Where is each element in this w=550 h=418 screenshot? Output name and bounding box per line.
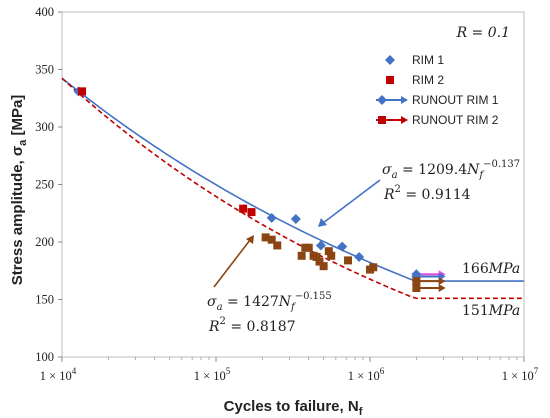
rim2-point — [324, 247, 333, 256]
legend-arrow-runout1 — [401, 96, 408, 104]
r-ratio-label: R = 0.1 — [456, 25, 510, 41]
rim2-point — [273, 241, 282, 250]
y-tick-label: 300 — [35, 120, 54, 134]
legend-arrow-runout2 — [401, 116, 408, 124]
y-tick-label: 400 — [35, 5, 54, 19]
legend: RIM 1 RIM 2 RUNOUT RIM 1 RUNOUT RIM 2 — [376, 53, 499, 127]
rim2-equation-pointer — [213, 239, 251, 288]
rim1-equation-pointer-head — [318, 218, 327, 227]
rim2-point — [297, 251, 306, 260]
rim2-point — [78, 87, 87, 96]
rim2-point — [304, 243, 313, 252]
rim2-point — [319, 262, 328, 271]
rim1-point — [315, 240, 326, 251]
rim2-point — [267, 235, 276, 244]
rim1-point — [354, 251, 365, 262]
rim1-r-squared: R2 = 0.9114 — [383, 184, 471, 203]
legend-marker-runout2 — [378, 116, 386, 124]
rim2-point — [315, 257, 324, 266]
rim2-equation: σa = 1427Nf−0.155 — [207, 291, 332, 313]
rim1-point — [266, 212, 277, 223]
rim2-point — [312, 252, 321, 261]
legend-label: RUNOUT RIM 1 — [412, 93, 499, 107]
runout-rim2-point — [412, 277, 421, 286]
legend-marker-runout1 — [377, 95, 387, 105]
rim1-fit-curve — [61, 77, 524, 282]
rim2-point — [247, 208, 256, 217]
x-tick-label: 1 × 105 — [194, 366, 231, 383]
y-tick-label: 100 — [35, 350, 54, 364]
rim2-point — [344, 256, 353, 265]
rim2-equation-pointer-head — [246, 235, 254, 244]
plateau-label-rim2: 151MPa — [462, 303, 520, 319]
data-points — [73, 86, 446, 292]
legend-label: RUNOUT RIM 2 — [412, 113, 499, 127]
rim1-point — [337, 241, 348, 252]
y-axis-title: Stress amplitude, σa [MPa] — [9, 95, 29, 286]
runout-rim2-arrow-head — [438, 277, 446, 286]
x-axis-title: Cycles to failure, Nf — [224, 398, 363, 418]
rim2-point — [369, 263, 378, 272]
runout-rim2-arrow-head — [438, 284, 446, 292]
legend-label: RIM 1 — [412, 53, 444, 67]
legend-marker-rim1 — [385, 55, 395, 65]
x-tick-label: 1 × 107 — [502, 366, 539, 383]
legend-marker-rim2 — [386, 76, 394, 84]
rim1-equation-pointer — [322, 179, 381, 224]
rim2-point — [239, 204, 248, 213]
y-tick-label: 350 — [35, 63, 54, 77]
runout-rim2-point — [412, 284, 421, 292]
axes: 100 150 200 250 300 350 400 1 × 104 1 × 105 1 × 1… — [9, 5, 539, 418]
x-tick-label: 1 × 106 — [348, 366, 385, 383]
legend-label: RIM 2 — [412, 73, 444, 87]
rim1-equation: σa = 1209.4Nf−0.137 — [382, 159, 520, 181]
rim2-point — [327, 251, 336, 260]
plateau-label-rim1: 166MPa — [462, 261, 520, 277]
y-tick-label: 150 — [35, 293, 54, 307]
annotations: R = 0.1 σa = 1209.4Nf−0.137 R2 = 0.9114 σa … — [207, 25, 520, 335]
rim2-point — [261, 233, 270, 242]
rim2-r-squared: R2 = 0.8187 — [208, 316, 296, 335]
y-tick-label: 250 — [35, 178, 54, 192]
y-tick-label: 200 — [35, 235, 54, 249]
rim1-point — [290, 214, 301, 224]
x-tick-label: 1 × 104 — [40, 366, 77, 383]
